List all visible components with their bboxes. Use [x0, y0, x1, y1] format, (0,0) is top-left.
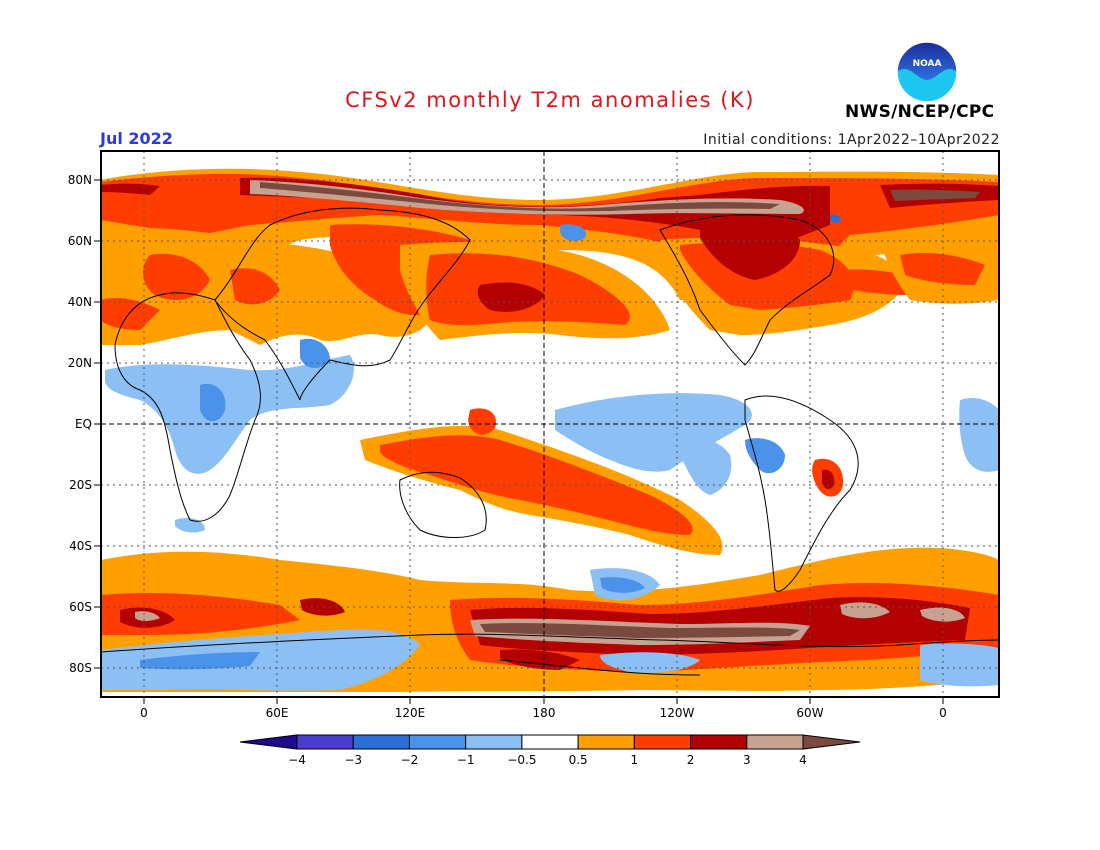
colorbar-segment	[239, 734, 298, 750]
colorbar-segment	[408, 734, 467, 750]
valid-month-label: Jul 2022	[100, 129, 173, 148]
lat-label: EQ	[75, 417, 92, 431]
map-gridlines	[101, 151, 999, 697]
colorbar-segment	[802, 734, 861, 750]
colorbar-segment	[465, 734, 523, 750]
colorbar-label: 4	[799, 753, 807, 767]
antarctica-coast-ross	[499, 659, 701, 676]
initial-conditions-label: Initial conditions: 1Apr2022–10Apr2022	[703, 132, 1000, 148]
colorbar-label: 0.5	[569, 753, 588, 767]
noaa-logo-icon: NOAA	[896, 41, 958, 103]
colorbar-label: −4	[288, 753, 306, 767]
eurasia-outline	[214, 207, 471, 401]
colorbar-segment	[296, 734, 354, 750]
cold-anomaly-east-pacific	[555, 393, 785, 495]
lat-label: 60N	[68, 234, 92, 248]
lon-label: 120E	[395, 706, 426, 720]
south-america-outline	[744, 395, 859, 592]
lat-labels: 80N 60N 40N 20N EQ 20S 40S 60S 80S	[68, 173, 92, 675]
colorbar-label: −3	[344, 753, 362, 767]
warm-anomaly-brazil-core	[822, 469, 835, 490]
lon-label: 180	[533, 706, 556, 720]
lon-label: 120W	[660, 706, 695, 720]
lat-label: 80S	[69, 661, 92, 675]
colorbar-label: 3	[743, 753, 751, 767]
colorbar-segment	[746, 734, 804, 750]
lon-label: 60W	[796, 706, 823, 720]
africa-outline	[114, 292, 261, 522]
colorbar-segment	[352, 734, 410, 750]
lon-label: 0	[140, 706, 148, 720]
lat-label: 20N	[68, 356, 92, 370]
cold-anomaly-south-atlantic	[590, 398, 999, 601]
lon-label: 0	[939, 706, 947, 720]
cold-anomaly-antarctica	[101, 214, 999, 691]
coastlines	[101, 207, 999, 676]
warm-anomaly-north-pacific	[400, 242, 670, 340]
colorbar-segment	[690, 734, 748, 750]
north-america-outline	[659, 214, 835, 366]
colorbar: −4 −3 −2 −1 −0.5 0.5 1 2 3 4	[239, 734, 861, 767]
warm-anomaly-tropical-pacific	[360, 408, 723, 555]
chart-title: CFSv2 monthly T2m anomalies (K)	[345, 88, 755, 112]
colorbar-segment	[633, 734, 692, 750]
lon-label: 60E	[266, 706, 289, 720]
lat-label: 40S	[69, 539, 92, 553]
colorbar-label: 2	[687, 753, 695, 767]
warm-anomaly-north-america	[660, 214, 999, 335]
lat-label: 40N	[68, 295, 92, 309]
lon-labels: 0 60E 120E 180 120W 60W 0	[140, 706, 947, 720]
colorbar-label: 1	[631, 753, 639, 767]
map-reference-lines	[101, 151, 999, 697]
lat-label: 20S	[69, 478, 92, 492]
agency-label: NWS/NCEP/CPC	[845, 102, 995, 122]
lon-ticks	[143, 697, 944, 704]
colorbar-segment	[577, 734, 635, 750]
lat-label: 80N	[68, 173, 92, 187]
lat-label: 60S	[69, 600, 92, 614]
svg-text:NOAA: NOAA	[913, 59, 942, 69]
colorbar-label: −1	[457, 753, 475, 767]
antarctica-outline	[101, 633, 999, 653]
colorbar-label: −0.5	[507, 753, 536, 767]
colorbar-segment	[521, 734, 579, 750]
lat-ticks	[94, 179, 101, 669]
colorbar-label: −2	[401, 753, 419, 767]
